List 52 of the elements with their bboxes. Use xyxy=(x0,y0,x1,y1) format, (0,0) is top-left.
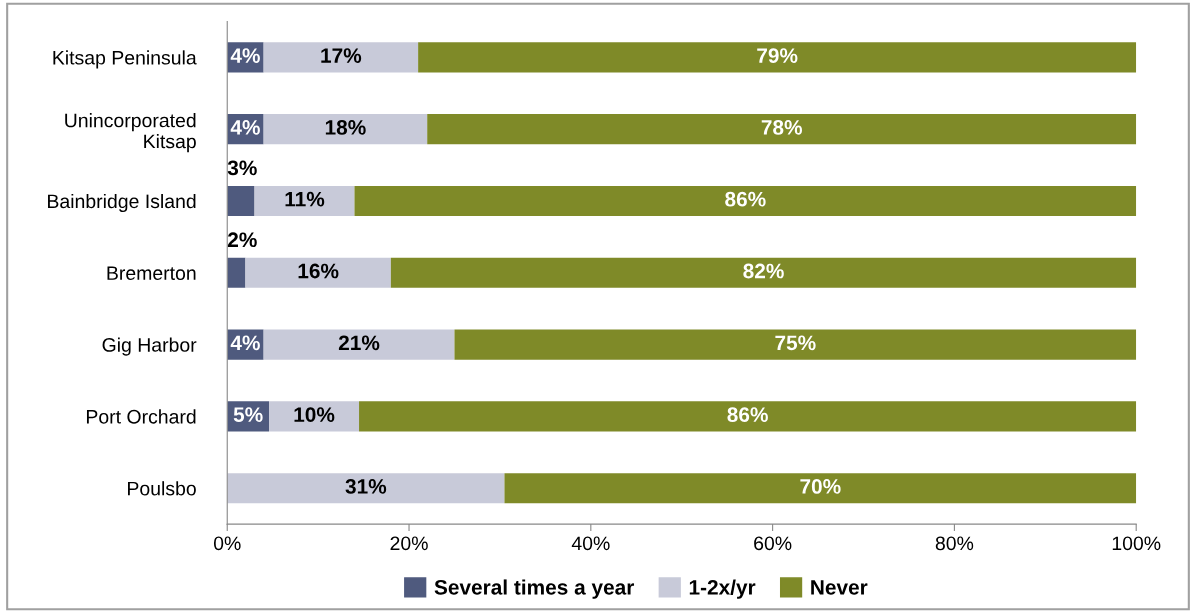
data-label: 70% xyxy=(800,479,841,494)
legend-label: 1-2x/yr xyxy=(689,579,756,599)
bar xyxy=(263,114,428,145)
bar xyxy=(227,473,505,504)
x-tick-label: 0% xyxy=(213,536,241,551)
y-tick-label: Gig Harbor xyxy=(102,337,197,356)
bar xyxy=(504,473,1137,504)
data-label: 86% xyxy=(727,407,768,422)
data-label: 79% xyxy=(757,48,798,63)
data-label: 21% xyxy=(338,335,380,351)
bar xyxy=(254,185,355,217)
y-tick-label: Poulsbo xyxy=(128,481,196,496)
bar xyxy=(454,329,1137,360)
legend-label: Several times a year xyxy=(434,579,635,599)
y-tick-label: Kitsap Peninsula xyxy=(53,50,197,69)
x-tick-label: 80% xyxy=(935,536,974,551)
data-label: 82% xyxy=(743,263,784,279)
bar xyxy=(245,257,391,288)
data-label: 4% xyxy=(230,335,260,351)
bar xyxy=(227,185,255,217)
x-tick-label: 60% xyxy=(754,536,792,551)
data-label: 10% xyxy=(294,407,335,422)
data-label: 2% xyxy=(227,232,257,248)
legend-label: Never xyxy=(811,580,868,595)
bar xyxy=(269,401,360,432)
bar xyxy=(418,42,1137,73)
bar xyxy=(227,257,246,288)
y-tick-label: Port Orchard xyxy=(86,409,196,424)
bar xyxy=(354,185,1137,217)
data-label: 4% xyxy=(230,48,260,63)
data-label: 16% xyxy=(298,263,339,279)
bar xyxy=(263,42,419,73)
data-label: 17% xyxy=(321,48,362,63)
data-label: 18% xyxy=(325,120,366,135)
data-label: 78% xyxy=(761,120,803,135)
data-label: 5% xyxy=(233,407,263,422)
y-tick-label: Bainbridge Island xyxy=(48,193,196,213)
y-tick-label: Unincorporated Kitsap xyxy=(65,113,196,153)
x-tick-label: 40% xyxy=(571,536,610,551)
data-label: 4% xyxy=(230,120,260,135)
bar xyxy=(390,257,1137,288)
x-tick-label: 100% xyxy=(1112,536,1161,551)
x-tick-label: 20% xyxy=(390,536,428,551)
data-label: 75% xyxy=(775,335,816,351)
bar xyxy=(359,401,1137,432)
data-label: 3% xyxy=(227,160,257,176)
data-label: 86% xyxy=(725,191,766,207)
y-tick-label: Bremerton xyxy=(107,266,196,281)
bar xyxy=(263,329,455,360)
data-label: 31% xyxy=(345,479,387,494)
bar xyxy=(427,114,1137,145)
data-label: 11% xyxy=(285,191,325,207)
